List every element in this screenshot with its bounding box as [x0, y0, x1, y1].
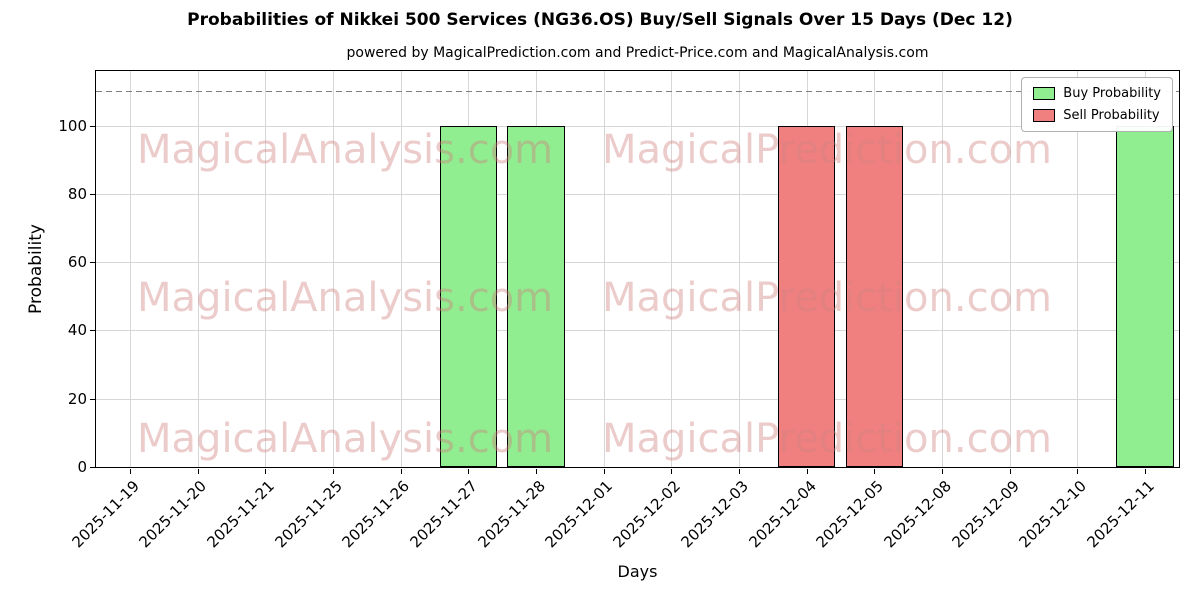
legend-label-sell: Sell Probability [1063, 108, 1160, 123]
x-tick-mark [603, 469, 605, 474]
y-gridline [96, 262, 1179, 264]
x-gridline [197, 71, 199, 467]
x-tick-mark [671, 469, 673, 474]
x-gridline [332, 71, 334, 467]
x-tick-label: 2025-11-28 [474, 477, 549, 552]
x-tick-mark [332, 469, 334, 474]
y-gridline [96, 398, 1179, 400]
buy-swatch [1033, 87, 1056, 100]
x-tick-mark [129, 469, 131, 474]
chart-subtitle: powered by MagicalPrediction.com and Pre… [346, 45, 929, 61]
x-gridline [129, 71, 131, 467]
y-gridline [96, 125, 1179, 127]
x-tick-label: 2025-12-09 [948, 477, 1023, 552]
x-tick-mark [400, 469, 402, 474]
x-tick-label: 2025-12-01 [542, 477, 617, 552]
bar-sell-2025-12-05 [845, 125, 904, 467]
x-tick-mark [265, 469, 267, 474]
x-tick-mark [874, 469, 876, 474]
bar-buy-2025-11-27 [439, 125, 498, 467]
y-tick-mark [90, 125, 95, 127]
y-tick-label: 0 [77, 458, 87, 476]
x-gridline [265, 71, 267, 467]
y-tick-label: 60 [67, 253, 87, 272]
y-tick-label: 80 [67, 184, 87, 203]
x-tick-mark [739, 469, 741, 474]
y-tick-mark [90, 330, 95, 332]
x-tick-label: 2025-12-04 [745, 477, 820, 552]
x-tick-label: 2025-11-27 [406, 477, 482, 552]
y-tick-label: 20 [67, 389, 87, 408]
x-tick-label: 2025-11-19 [68, 477, 143, 552]
plot-area: Buy Probability Sell Probability Magical… [95, 70, 1180, 468]
threshold-dashed-line [96, 91, 1179, 93]
x-tick-mark [942, 469, 944, 474]
sell-swatch [1033, 109, 1056, 122]
x-tick-label: 2025-12-08 [880, 477, 955, 552]
y-tick-mark [90, 262, 95, 264]
bar-buy-2025-12-11 [1116, 125, 1174, 467]
x-tick-mark [535, 469, 537, 474]
x-gridline [1009, 71, 1011, 467]
x-tick-label: 2025-12-11 [1083, 477, 1158, 552]
legend-item-sell: Sell Probability [1033, 108, 1161, 123]
x-tick-label: 2025-11-21 [203, 477, 278, 552]
y-tick-mark [90, 467, 95, 468]
bar-buy-2025-11-28 [507, 125, 565, 467]
y-tick-mark [90, 193, 95, 195]
y-tick-mark [90, 398, 95, 400]
bar-sell-2025-12-04 [777, 125, 836, 467]
x-tick-label: 2025-12-03 [677, 477, 752, 552]
y-tick-label: 100 [58, 116, 87, 135]
y-gridline [96, 330, 1179, 332]
x-tick-mark [1145, 469, 1147, 474]
x-tick-label: 2025-11-20 [135, 477, 211, 552]
legend-label-buy: Buy Probability [1063, 86, 1161, 101]
x-tick-label: 2025-12-02 [609, 477, 685, 552]
x-tick-mark [1077, 469, 1079, 474]
x-tick-label: 2025-11-26 [338, 477, 414, 552]
y-gridline [96, 193, 1179, 195]
x-gridline [1077, 71, 1079, 467]
chart-title: Probabilities of Nikkei 500 Services (NG… [187, 10, 1013, 30]
x-gridline [400, 71, 402, 467]
x-gridline [603, 71, 605, 467]
x-tick-mark [1009, 469, 1011, 474]
x-axis-label: Days [617, 562, 658, 581]
x-tick-mark [806, 469, 808, 474]
x-gridline [739, 71, 741, 467]
x-tick-label: 2025-11-25 [271, 477, 346, 552]
x-tick-label: 2025-12-05 [812, 477, 888, 552]
legend: Buy Probability Sell Probability [1021, 77, 1173, 132]
legend-item-buy: Buy Probability [1033, 86, 1161, 101]
x-tick-mark [197, 469, 199, 474]
x-tick-mark [468, 469, 470, 474]
x-tick-label: 2025-12-10 [1015, 477, 1091, 552]
y-tick-label: 40 [67, 321, 87, 340]
x-gridline [942, 71, 944, 467]
x-gridline [671, 71, 673, 467]
